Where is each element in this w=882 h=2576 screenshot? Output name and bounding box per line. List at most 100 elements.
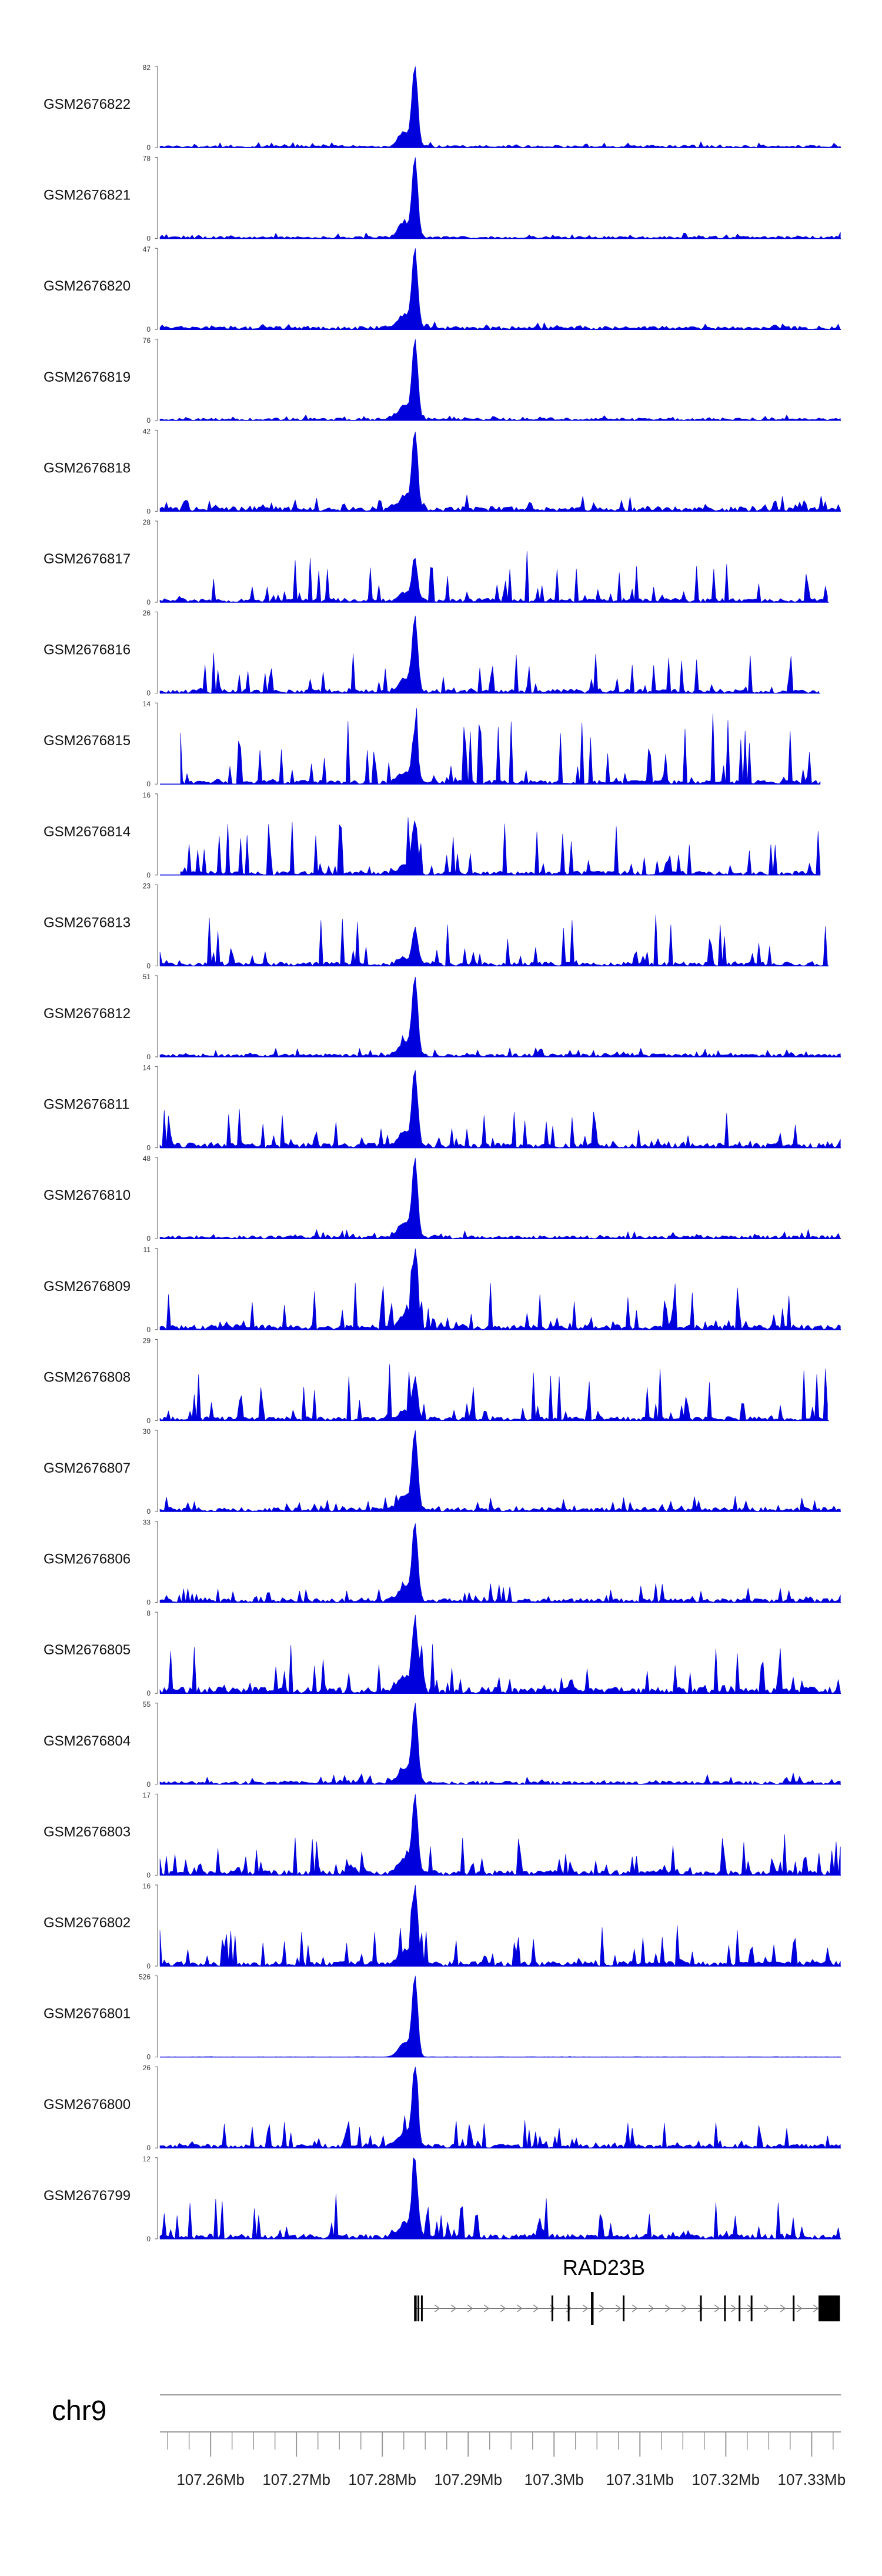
track-ymin-label: 0 xyxy=(146,1780,151,1788)
track-label: GSM2676804 xyxy=(44,1733,131,1749)
track-ymin-label: 0 xyxy=(146,1871,151,1879)
track-ymin-label: 0 xyxy=(146,1507,151,1516)
track-label: GSM2676802 xyxy=(44,1915,131,1931)
track-ymax-label: 16 xyxy=(143,1882,151,1890)
track: GSM2676804 55 0 xyxy=(44,1700,841,1788)
track-label: GSM2676813 xyxy=(44,915,131,930)
track-ymin-label: 0 xyxy=(146,1416,151,1424)
coverage-area xyxy=(159,1884,841,1967)
track-ymax-label: 26 xyxy=(143,2064,151,2072)
track-ymax-label: 48 xyxy=(143,1154,151,1163)
track: GSM2676820 47 0 xyxy=(44,245,841,333)
track: GSM2676822 82 0 xyxy=(44,64,841,152)
coverage-area xyxy=(159,66,841,148)
track: GSM2676816 26 0 xyxy=(44,609,820,698)
strand-arrow xyxy=(648,2304,654,2313)
exon xyxy=(591,2292,594,2325)
track-label: GSM2676821 xyxy=(44,188,131,203)
coverage-area xyxy=(159,1070,841,1149)
strand-arrow xyxy=(533,2304,539,2313)
track: GSM2676803 17 0 xyxy=(44,1791,841,1879)
track-ymax-label: 30 xyxy=(143,1427,151,1436)
track-ymax-label: 78 xyxy=(143,155,151,163)
track-ymax-label: 8 xyxy=(146,1609,151,1617)
track: GSM2676821 78 0 xyxy=(44,155,841,243)
strand-arrow xyxy=(813,2304,819,2313)
track: GSM2676810 48 0 xyxy=(44,1154,841,1243)
exon xyxy=(623,2295,625,2321)
strand-arrow xyxy=(516,2304,523,2313)
exon xyxy=(724,2295,726,2321)
strand-arrow xyxy=(450,2304,457,2313)
track-ymax-label: 51 xyxy=(143,973,151,981)
exon xyxy=(414,2295,417,2321)
exon xyxy=(818,2295,840,2321)
track-ymax-label: 82 xyxy=(143,64,151,72)
track-label: GSM2676807 xyxy=(44,1460,131,1476)
track: GSM2676817 28 0 xyxy=(44,518,829,606)
track: GSM2676814 16 0 xyxy=(44,791,821,879)
track: GSM2676806 33 0 xyxy=(44,1519,841,1607)
track-ymax-label: 14 xyxy=(143,700,151,708)
track-ymin-label: 0 xyxy=(146,1962,151,1970)
genome-axis: chr9 107.26Mb 107.27Mb 107.28Mb 107.29Mb 107… xyxy=(52,2394,846,2488)
coverage-area xyxy=(159,551,828,603)
track: GSM2676800 26 0 xyxy=(44,2064,841,2152)
track-label: GSM2676809 xyxy=(44,1279,131,1294)
track: GSM2676812 51 0 xyxy=(44,973,841,1061)
axis-tick-label: 107.28Mb xyxy=(348,2471,416,2488)
track-ymin-label: 0 xyxy=(146,144,151,152)
track-label: GSM2676815 xyxy=(44,733,131,749)
gene-model: RAD23B xyxy=(414,2255,840,2325)
track-ymax-label: 14 xyxy=(143,1064,151,1072)
track-ymax-label: 47 xyxy=(143,245,151,253)
strand-arrow xyxy=(632,2304,638,2313)
strand-arrow xyxy=(763,2304,770,2313)
track-label: GSM2676806 xyxy=(44,1551,131,1567)
chromosome-label: chr9 xyxy=(52,2395,106,2427)
axis-tick-label: 107.33Mb xyxy=(778,2471,846,2488)
track: GSM2676799 12 0 xyxy=(44,2155,841,2243)
coverage-area xyxy=(159,1248,841,1330)
track: GSM2676809 11 0 xyxy=(44,1246,841,1334)
strand-arrow xyxy=(796,2304,803,2313)
exon xyxy=(750,2295,753,2321)
coverage-area xyxy=(159,976,841,1057)
track-label: GSM2676811 xyxy=(44,1097,129,1113)
track-ymin-label: 0 xyxy=(146,235,151,243)
track-ymin-label: 0 xyxy=(146,962,151,970)
track-label: GSM2676816 xyxy=(44,642,131,658)
coverage-area xyxy=(159,1523,841,1603)
track: GSM2676819 76 0 xyxy=(44,336,841,425)
coverage-area xyxy=(159,1614,841,1694)
coverage-area xyxy=(159,1703,841,1785)
track: GSM2676808 29 0 xyxy=(44,1336,829,1424)
strand-arrow xyxy=(780,2304,786,2313)
track-ymax-label: 16 xyxy=(143,791,151,799)
track-label: GSM2676803 xyxy=(44,1824,131,1840)
coverage-area xyxy=(159,432,841,512)
track-ymin-label: 0 xyxy=(146,325,151,333)
strand-arrow xyxy=(697,2304,704,2313)
track-ymin-label: 0 xyxy=(146,507,151,515)
coverage-area xyxy=(159,915,828,967)
track: GSM2676815 14 0 xyxy=(44,700,821,788)
coverage-area xyxy=(180,708,821,785)
strand-arrow xyxy=(434,2304,440,2313)
coverage-area xyxy=(159,2067,841,2148)
track-label: GSM2676818 xyxy=(44,460,131,476)
track-ymin-label: 0 xyxy=(146,1144,151,1152)
strand-arrow xyxy=(664,2304,671,2313)
axis-tick-label: 107.31Mb xyxy=(606,2471,674,2488)
track-ymin-label: 0 xyxy=(146,1234,151,1243)
exon xyxy=(417,2295,420,2321)
track: GSM2676801 526 0 xyxy=(44,1973,841,2061)
coverage-tracks: GSM2676822820GSM2676821780GSM2676820470G… xyxy=(44,64,841,2243)
track: GSM2676813 23 0 xyxy=(44,882,829,970)
strand-arrow xyxy=(582,2304,589,2313)
coverage-area xyxy=(159,1976,841,2057)
track-ymax-label: 76 xyxy=(143,336,151,345)
axis-tick-label: 107.32Mb xyxy=(691,2471,760,2488)
track-ymax-label: 29 xyxy=(143,1336,151,1344)
